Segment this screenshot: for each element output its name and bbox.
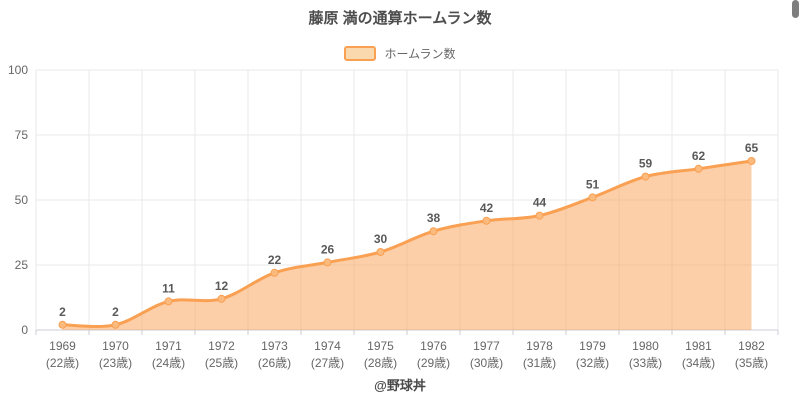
x-axis-label: 1969 (22歳): [46, 339, 79, 370]
y-axis-label: 50: [15, 193, 29, 207]
x-axis-label: 1981 (34歳): [682, 339, 715, 370]
x-axis-label: 1974 (27歳): [311, 339, 344, 370]
data-point-label: 65: [745, 141, 759, 155]
data-point[interactable]: [588, 193, 597, 202]
chart-title: 藤原 満の通算ホームラン数: [308, 10, 492, 27]
y-axis-label: 75: [15, 128, 29, 142]
x-axis-label: 1976 (29歳): [417, 339, 450, 370]
x-axis-label: 1982 (35歳): [735, 339, 768, 370]
data-point-label: 42: [480, 201, 494, 215]
x-axis-label: 1975 (28歳): [364, 339, 397, 370]
legend-swatch-icon: [344, 46, 377, 61]
legend-item-homeruns[interactable]: ホームラン数: [344, 45, 456, 62]
data-point-label: 38: [427, 211, 441, 225]
data-point-label: 30: [374, 232, 388, 246]
x-axis-label: 1971 (24歳): [152, 339, 185, 370]
data-point[interactable]: [58, 320, 67, 329]
x-axis-label: 1977 (30歳): [470, 339, 503, 370]
data-point-label: 44: [533, 196, 547, 210]
data-point-label: 22: [268, 253, 282, 267]
data-point[interactable]: [164, 297, 173, 306]
data-point[interactable]: [535, 211, 544, 220]
y-axis-label: 0: [21, 323, 28, 337]
data-point-label: 2: [59, 305, 66, 319]
series-line: [61, 159, 753, 329]
data-point[interactable]: [111, 320, 120, 329]
x-axis-label: 1980 (33歳): [629, 339, 662, 370]
x-axis-label: 1979 (32歳): [576, 339, 609, 370]
data-point-label: 51: [586, 177, 600, 191]
legend-label: ホームラン数: [384, 47, 456, 61]
data-point[interactable]: [270, 268, 279, 277]
data-point-label: 62: [692, 149, 706, 163]
legend: ホームラン数: [0, 45, 800, 62]
data-point-label: 2: [112, 305, 119, 319]
y-axis-label: 25: [15, 258, 29, 272]
data-point[interactable]: [694, 164, 703, 173]
data-point-label: 26: [321, 242, 335, 256]
data-point[interactable]: [217, 294, 226, 303]
data-point[interactable]: [376, 248, 385, 256]
scrollbar-thumb[interactable]: [792, 0, 799, 18]
data-point-label: 59: [639, 157, 653, 171]
x-axis-label: 1973 (26歳): [258, 339, 291, 370]
y-axis-label: 100: [8, 63, 28, 77]
attribution: @野球丼: [374, 378, 426, 393]
data-point-label: 11: [162, 281, 175, 295]
data-point[interactable]: [323, 258, 332, 267]
x-axis-label: 1970 (23歳): [99, 339, 132, 370]
x-axis-label: 1972 (25歳): [205, 339, 238, 370]
x-axis-label: 1978 (31歳): [523, 339, 556, 370]
data-point[interactable]: [641, 172, 650, 181]
data-point-label: 12: [215, 279, 229, 293]
data-point[interactable]: [482, 216, 491, 225]
data-point[interactable]: [429, 227, 438, 236]
data-point[interactable]: [747, 157, 756, 165]
